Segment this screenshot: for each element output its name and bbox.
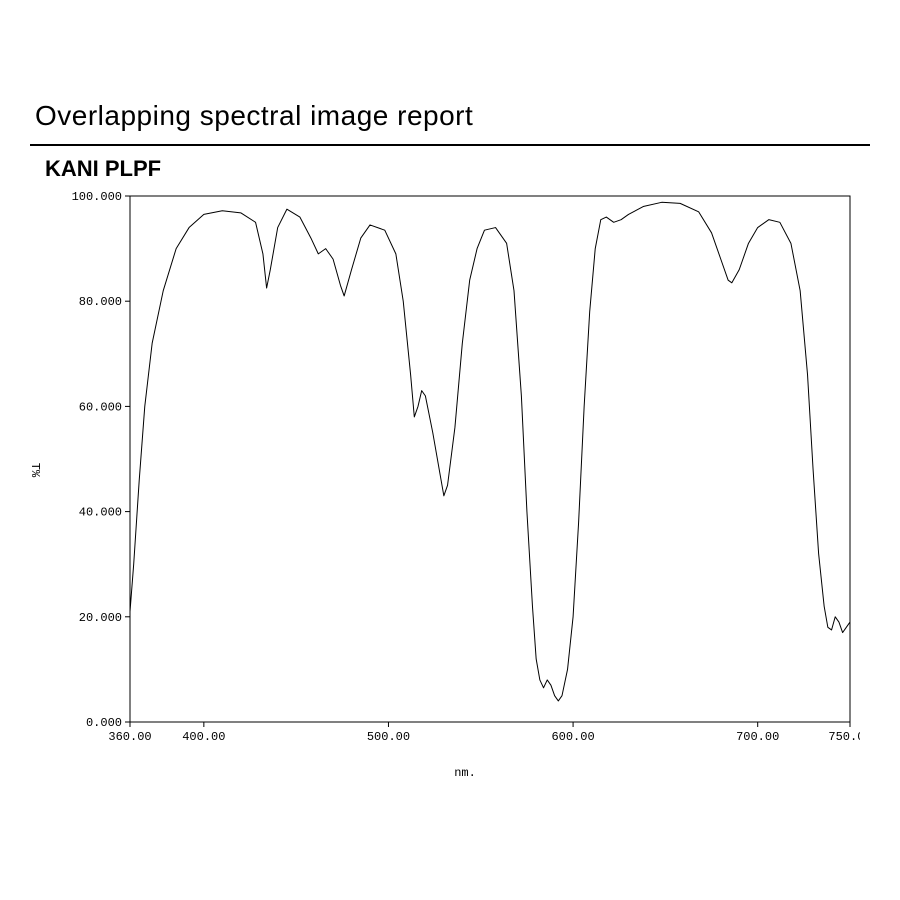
- x-tick-label: 360.00: [108, 730, 151, 744]
- y-tick-label: 40.000: [79, 506, 122, 520]
- y-axis-label: T%: [28, 463, 42, 477]
- y-tick-label: 0.000: [86, 716, 122, 730]
- y-tick-label: 80.000: [79, 295, 122, 309]
- report-subtitle: KANI PLPF: [45, 156, 161, 182]
- chart-container: T% 0.00020.00040.00060.00080.000100.0003…: [70, 190, 860, 750]
- x-tick-label: 500.00: [367, 730, 410, 744]
- x-tick-label: 700.00: [736, 730, 779, 744]
- x-axis-label: nm.: [454, 766, 476, 780]
- y-tick-label: 60.000: [79, 400, 122, 414]
- y-tick-label: 100.000: [72, 190, 122, 204]
- spectral-line-chart: 0.000 20.000 40.000 60.000 80.000 100.000 360.…: [70, 190, 860, 750]
- x-tick-label: 400.00: [182, 730, 225, 744]
- page: Overlapping spectral image report KANI P…: [0, 0, 900, 900]
- x-tick-label: 750.00: [828, 730, 860, 744]
- y-tick-label: 20.000: [79, 611, 122, 625]
- title-rule: [30, 144, 870, 146]
- x-tick-label: 600.00: [551, 730, 594, 744]
- report-title: Overlapping spectral image report: [35, 100, 473, 132]
